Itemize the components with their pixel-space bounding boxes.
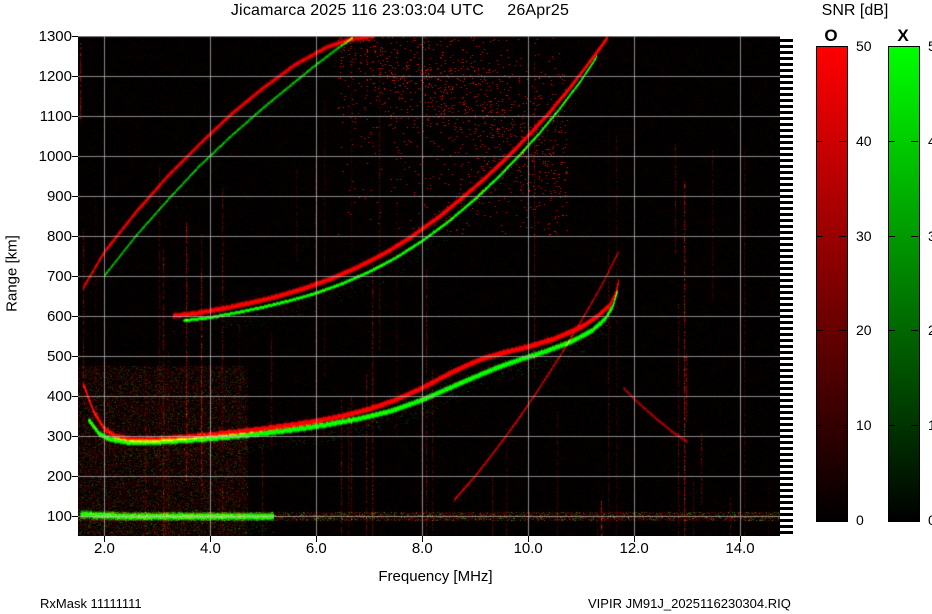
- y-tick-label: 1100: [39, 108, 72, 125]
- x-tick-mark: [528, 536, 530, 542]
- colorbar-tick-mark: [839, 330, 846, 332]
- colorbar-tick-mark: [911, 425, 918, 427]
- y-tick-mark: [72, 316, 78, 317]
- colorbar-tick-label: 0: [928, 512, 932, 528]
- y-tick-mark: [72, 436, 78, 437]
- colorbar-tick-mark: [911, 140, 918, 142]
- colorbar-tick-mark: [816, 425, 823, 427]
- x-tick-label: 10.0: [513, 540, 543, 557]
- colorbar-tick-label: 40: [856, 132, 872, 149]
- y-tick-label: 300: [46, 428, 72, 445]
- y-tick-label: 500: [46, 348, 72, 365]
- x-tick-label: 4.0: [199, 540, 221, 557]
- x-tick-mark: [634, 536, 636, 542]
- colorbar-tick-mark: [839, 425, 846, 427]
- y-tick-mark: [72, 476, 78, 477]
- colorbar-o-mode[interactable]: [816, 46, 848, 522]
- x-tick-label: 6.0: [305, 540, 327, 557]
- ionogram-canvas[interactable]: [78, 36, 793, 536]
- x-tick-label: 8.0: [411, 540, 433, 557]
- page-title: Jicamarca 2025 116 23:03:04 UTC 26Apr25: [230, 2, 570, 19]
- colorbar-tick-label: 30: [928, 227, 932, 244]
- colorbar-tick-mark: [839, 140, 846, 142]
- y-tick-label: 600: [46, 308, 72, 325]
- x-tick-mark: [316, 536, 318, 542]
- y-axis-label: Range [km]: [3, 235, 21, 312]
- colorbar-tick-label: 50: [928, 38, 932, 54]
- colorbar-tick-mark: [911, 235, 918, 237]
- y-tick-mark: [72, 236, 78, 237]
- y-tick-label: 100: [46, 508, 72, 525]
- y-tick-label: 400: [46, 388, 72, 405]
- colorbar-tick-label: 40: [928, 132, 932, 149]
- x-tick-label: 2.0: [94, 540, 115, 557]
- y-tick-label: 1200: [38, 68, 72, 85]
- colorbar-tick-mark: [911, 330, 918, 332]
- colorbar-tick-label: 0: [856, 512, 864, 528]
- colorbar-tick-mark: [839, 235, 846, 237]
- colorbar-o-mode-label: O: [824, 26, 838, 45]
- footer-rxmask: RxMask 11111111: [40, 596, 142, 611]
- x-tick-mark: [104, 536, 106, 542]
- colorbar-tick-label: 50: [856, 38, 872, 54]
- y-tick-mark: [72, 116, 78, 117]
- y-tick-label: 1300: [38, 28, 72, 45]
- y-tick-label: 900: [46, 188, 72, 205]
- x-tick-mark: [740, 536, 742, 542]
- colorbar-tick-label: 30: [856, 227, 872, 244]
- colorbar-tick-mark: [888, 140, 895, 142]
- colorbar-tick-mark: [888, 235, 895, 237]
- y-tick-mark: [72, 36, 78, 37]
- footer-file: VIPIR JM91J_2025116230304.RIQ: [588, 596, 791, 611]
- x-axis-label: Frequency [MHz]: [378, 568, 493, 585]
- colorbar-tick-mark: [888, 425, 895, 427]
- colorbar-tick-label: 20: [856, 322, 872, 339]
- ionogram-plot-area[interactable]: [78, 36, 793, 536]
- colorbar-tick-mark: [816, 330, 823, 332]
- y-tick-label: 1000: [38, 148, 72, 165]
- colorbar-tick-mark: [888, 330, 895, 332]
- colorbar-tick-mark: [816, 235, 823, 237]
- y-tick-label: 700: [46, 268, 72, 285]
- y-tick-mark: [72, 396, 78, 397]
- colorbar-x-mode[interactable]: [888, 46, 920, 522]
- colorbar-tick-label: 10: [856, 417, 872, 434]
- colorbar-tick-mark: [816, 140, 823, 142]
- plot-right-hatch-border: [780, 36, 793, 536]
- colorbar-tick-label: 20: [928, 322, 932, 339]
- y-tick-mark: [72, 276, 78, 277]
- y-tick-mark: [72, 516, 78, 517]
- x-tick-label: 12.0: [619, 540, 649, 557]
- y-tick-mark: [72, 196, 78, 197]
- colorbar-title: SNR [dB]: [821, 2, 889, 19]
- y-tick-label: 200: [46, 468, 72, 485]
- colorbar-tick-label: 10: [928, 417, 932, 434]
- colorbar-x-mode-label: X: [897, 26, 909, 45]
- x-tick-mark: [210, 536, 212, 542]
- y-tick-label: 800: [46, 228, 72, 245]
- y-tick-mark: [72, 156, 78, 157]
- x-tick-mark: [422, 536, 424, 542]
- y-tick-mark: [72, 76, 78, 77]
- y-tick-mark: [72, 356, 78, 357]
- x-tick-label: 14.0: [725, 540, 755, 557]
